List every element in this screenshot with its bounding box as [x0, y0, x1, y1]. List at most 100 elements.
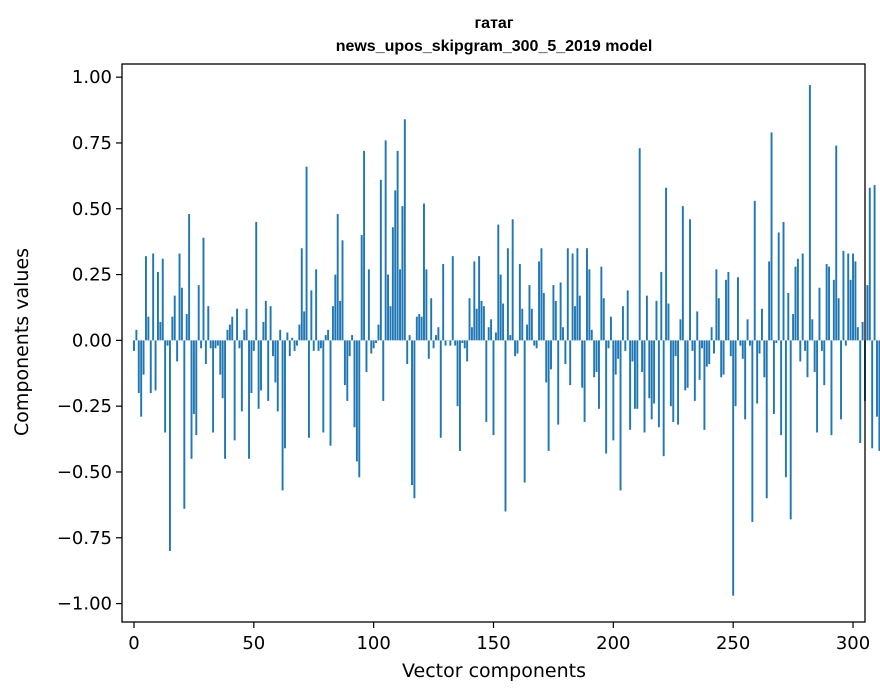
y-tick-label: 0.75 — [72, 133, 112, 154]
y-tick-label: 0.50 — [72, 199, 112, 220]
bar — [696, 311, 699, 341]
bar — [286, 332, 289, 341]
bar — [593, 340, 596, 378]
bar — [825, 264, 828, 341]
bar — [482, 306, 485, 341]
bar — [456, 340, 459, 407]
bar — [303, 311, 306, 341]
bar — [413, 340, 416, 499]
bar — [319, 340, 322, 349]
y-tick-label: 0.00 — [72, 330, 112, 351]
bar — [799, 340, 802, 362]
bar — [401, 206, 404, 341]
y-tick-label: −0.25 — [57, 396, 112, 417]
bar — [686, 340, 689, 388]
bar — [133, 340, 135, 351]
bar — [502, 303, 505, 341]
x-tick-label: 150 — [476, 633, 510, 654]
bar — [727, 271, 730, 341]
bar — [538, 261, 540, 341]
bar — [713, 340, 715, 354]
bar — [617, 340, 620, 359]
bar — [818, 287, 821, 341]
bar — [377, 324, 380, 341]
bar — [732, 340, 735, 596]
bar — [509, 335, 512, 341]
bar — [612, 340, 615, 441]
bar — [384, 140, 387, 341]
bar — [852, 253, 854, 341]
bar — [156, 271, 159, 341]
bar — [648, 340, 651, 399]
bar — [588, 269, 591, 341]
bar — [542, 292, 545, 341]
bar — [461, 340, 464, 343]
bar — [782, 221, 785, 341]
bar — [681, 206, 684, 341]
bar — [418, 314, 421, 341]
bar — [828, 266, 831, 341]
bar — [339, 300, 342, 341]
bar — [667, 303, 670, 341]
bar — [840, 340, 842, 420]
bar — [854, 261, 857, 341]
bar — [823, 340, 826, 386]
bar — [835, 145, 838, 341]
x-tick-label: 250 — [716, 633, 750, 654]
bar — [837, 298, 840, 341]
bar — [494, 332, 497, 341]
bar — [717, 298, 720, 341]
y-tick-label: 0.25 — [72, 265, 112, 286]
bar — [219, 340, 222, 375]
bar — [749, 340, 751, 346]
bar — [147, 316, 150, 341]
bar — [281, 340, 284, 491]
bar — [705, 340, 708, 367]
bar — [372, 340, 375, 349]
bar — [264, 300, 267, 341]
bar — [511, 219, 514, 341]
bar — [224, 340, 227, 459]
bar — [176, 340, 179, 362]
bar — [470, 327, 473, 341]
bar — [528, 285, 531, 341]
bar — [868, 187, 871, 341]
bar — [614, 340, 617, 375]
bar — [562, 327, 564, 341]
bar — [518, 264, 521, 341]
bar — [245, 308, 248, 341]
bar — [236, 308, 239, 341]
bar — [142, 340, 145, 375]
bar — [677, 340, 680, 425]
bar — [478, 256, 481, 341]
bar — [674, 340, 677, 357]
bar — [411, 340, 413, 486]
bar — [715, 269, 718, 341]
bar — [643, 340, 646, 433]
bar — [192, 340, 195, 415]
bar — [255, 221, 258, 341]
bar — [583, 340, 586, 422]
bar — [746, 319, 749, 341]
bar — [300, 248, 303, 341]
bar — [753, 200, 756, 341]
bar — [768, 261, 771, 341]
bar — [492, 340, 495, 436]
bar — [149, 340, 152, 394]
bar — [435, 335, 437, 341]
bar — [808, 85, 811, 341]
bar — [267, 340, 270, 401]
bar — [710, 327, 713, 341]
bar — [559, 282, 562, 341]
bar — [830, 340, 833, 436]
bar — [521, 308, 524, 341]
bar — [288, 340, 291, 357]
x-axis-label: Vector components — [402, 660, 586, 682]
bar — [693, 340, 696, 401]
y-tick-label: 1.00 — [72, 67, 112, 88]
bar — [638, 148, 641, 341]
bar — [238, 340, 241, 349]
bar — [792, 314, 795, 341]
bar — [291, 337, 294, 341]
